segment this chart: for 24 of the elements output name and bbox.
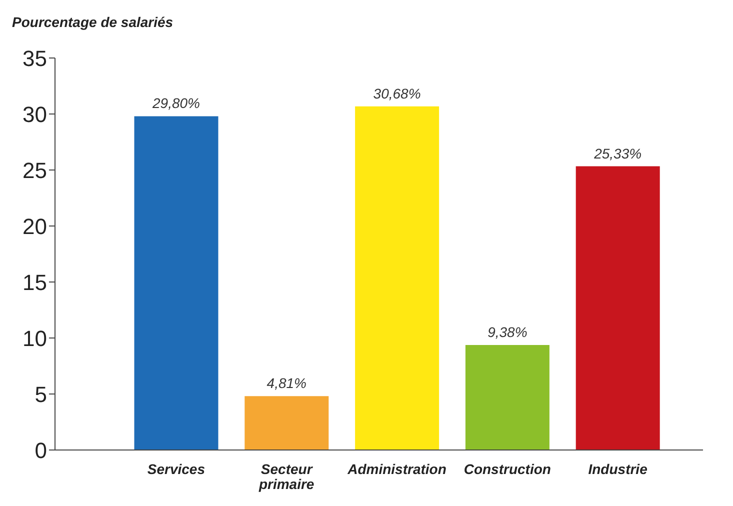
data-label: 29,80% bbox=[152, 95, 200, 112]
data-label: 25,33% bbox=[593, 145, 642, 162]
x-tick-label: Industrie bbox=[588, 461, 648, 477]
data-label: 9,38% bbox=[488, 324, 528, 340]
y-tick-label: 10 bbox=[22, 326, 47, 351]
y-tick-label: 30 bbox=[22, 102, 47, 127]
bar bbox=[465, 344, 550, 450]
bar bbox=[576, 166, 660, 450]
bar bbox=[134, 116, 218, 450]
x-tick-label: Services bbox=[147, 461, 206, 477]
y-tick-label: 25 bbox=[22, 158, 47, 183]
data-label: 30,68% bbox=[373, 85, 421, 102]
bar bbox=[355, 106, 440, 450]
y-tick-label: 5 bbox=[34, 382, 47, 407]
data-label: 4,81% bbox=[266, 375, 306, 392]
x-tick-label: Administration bbox=[346, 461, 446, 477]
y-tick-label: 20 bbox=[22, 214, 47, 239]
y-tick-label: 15 bbox=[22, 270, 47, 295]
y-tick-label: 0 bbox=[34, 438, 47, 463]
y-axis-title: Pourcentage de salariés bbox=[12, 14, 174, 30]
x-tick-label: Construction bbox=[464, 461, 551, 477]
bar bbox=[244, 396, 329, 450]
y-tick-label: 35 bbox=[22, 46, 47, 71]
x-tick-label: Secteur primaire bbox=[258, 461, 314, 492]
